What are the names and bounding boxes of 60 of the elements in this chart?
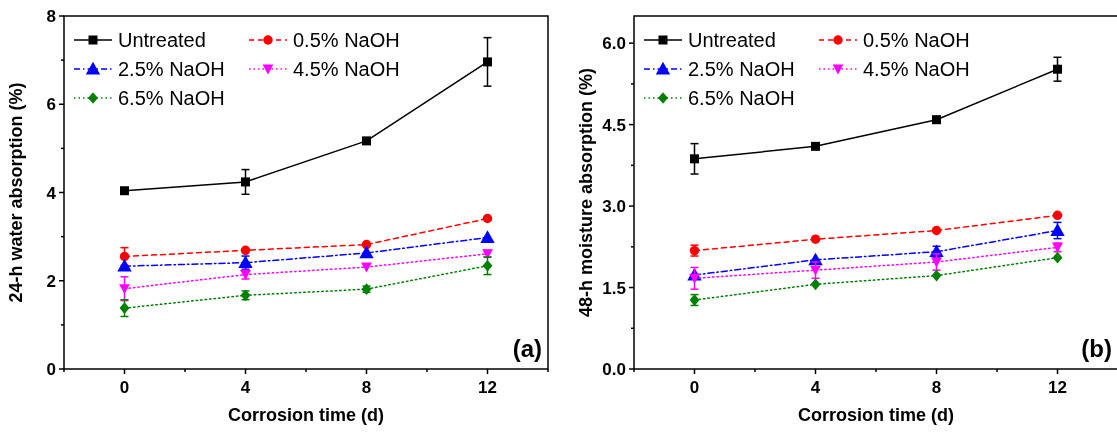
y-tick-label: 8 bbox=[46, 7, 56, 26]
y-tick-label: 2 bbox=[46, 271, 56, 291]
legend-label: 4.5% NaOH bbox=[293, 58, 400, 80]
y-tick-label: 1.5 bbox=[602, 278, 626, 298]
annotation: (b) bbox=[1081, 335, 1112, 362]
x-tick-label: 4 bbox=[240, 378, 251, 397]
legend-label: Untreated bbox=[118, 29, 206, 51]
point bbox=[482, 259, 493, 272]
point bbox=[931, 225, 942, 236]
legend-label: 2.5% NaOH bbox=[688, 58, 795, 80]
legend-label: 6.5% NaOH bbox=[118, 87, 225, 109]
legend-label: 0.5% NaOH bbox=[863, 29, 970, 51]
x-tick-label: 8 bbox=[361, 378, 372, 397]
point bbox=[810, 278, 821, 291]
point bbox=[120, 186, 129, 196]
point bbox=[810, 234, 821, 244]
x-tick-label: 0 bbox=[119, 378, 130, 397]
point bbox=[480, 230, 495, 243]
point bbox=[240, 245, 251, 256]
y-tick-label: 0 bbox=[46, 360, 56, 379]
legend-label: 4.5% NaOH bbox=[863, 58, 970, 80]
x-axis-title: Corrosion time (d) bbox=[798, 405, 954, 425]
y-tick-label: 3.0 bbox=[602, 197, 626, 217]
point bbox=[1050, 223, 1065, 236]
x-tick-label: 12 bbox=[1048, 378, 1067, 397]
legend-label: 6.5% NaOH bbox=[688, 87, 795, 109]
point bbox=[482, 213, 493, 224]
y-tick-label: 4.5 bbox=[602, 115, 626, 135]
point bbox=[117, 258, 132, 272]
y-tick-label: 4 bbox=[46, 183, 57, 203]
legend-label: Untreated bbox=[688, 29, 776, 51]
point bbox=[689, 273, 700, 284]
point bbox=[690, 154, 699, 164]
point bbox=[931, 257, 942, 268]
point bbox=[1053, 64, 1062, 74]
point bbox=[931, 269, 942, 282]
x-axis-title: Corrosion time (d) bbox=[228, 405, 384, 425]
y-axis-title: 24-h water absorption (%) bbox=[6, 82, 26, 303]
point bbox=[359, 245, 374, 259]
point bbox=[362, 136, 371, 146]
legend-label: 2.5% NaOH bbox=[118, 58, 225, 80]
x-tick-label: 8 bbox=[931, 378, 942, 397]
point bbox=[1052, 251, 1063, 264]
y-tick-label: 0.0 bbox=[602, 360, 626, 379]
x-tick-label: 0 bbox=[689, 378, 700, 397]
point bbox=[119, 251, 130, 262]
point bbox=[1052, 210, 1063, 221]
y-tick-label: 6 bbox=[46, 95, 56, 115]
point bbox=[810, 265, 821, 276]
x-tick-label: 4 bbox=[810, 378, 821, 397]
y-tick-label: 6.0 bbox=[602, 34, 626, 54]
point bbox=[483, 57, 492, 67]
x-tick-label: 12 bbox=[478, 378, 497, 397]
point bbox=[811, 141, 820, 151]
legend-label: 0.5% NaOH bbox=[293, 29, 400, 51]
y-axis-title: 48-h moisture absorption (%) bbox=[576, 67, 596, 318]
point bbox=[241, 177, 250, 187]
point bbox=[361, 262, 372, 273]
annotation: (a) bbox=[512, 335, 542, 362]
point bbox=[119, 302, 130, 314]
